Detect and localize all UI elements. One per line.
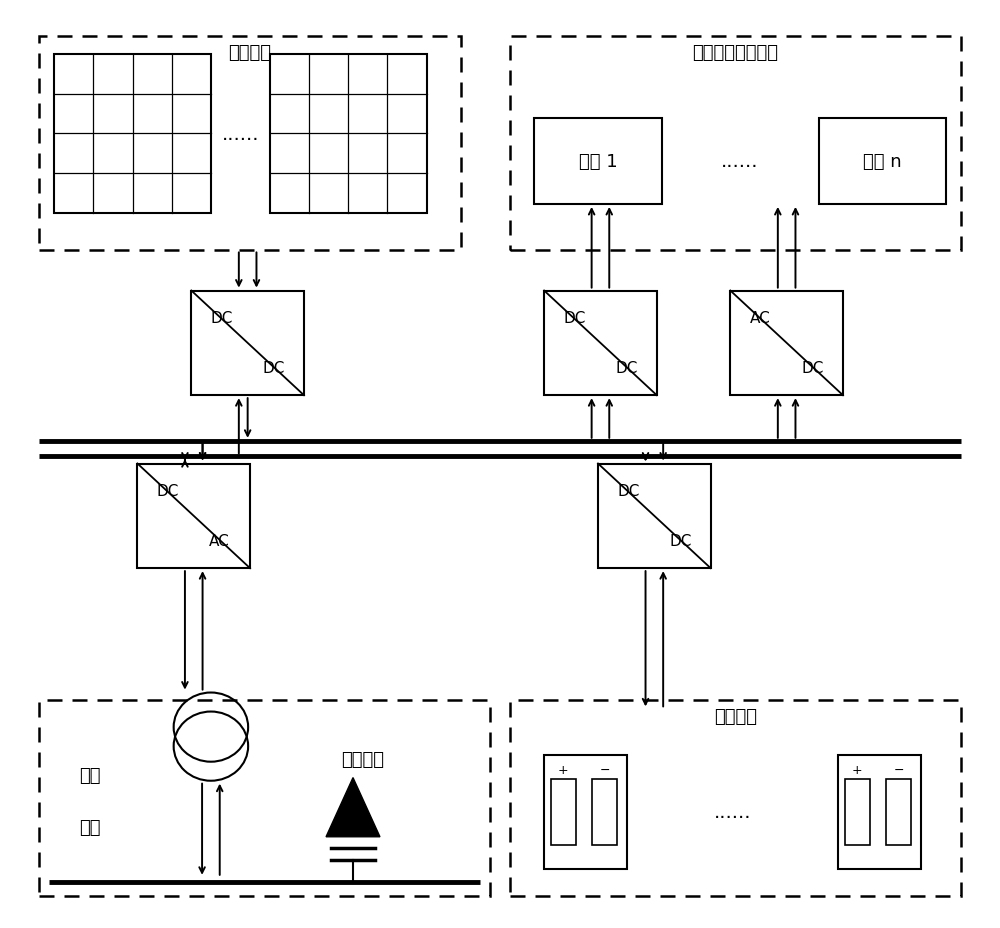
Text: DC: DC <box>801 361 824 376</box>
Text: 光伏发电: 光伏发电 <box>229 44 272 62</box>
Text: 常规负荷: 常规负荷 <box>341 751 384 768</box>
Polygon shape <box>598 464 711 569</box>
Text: +: + <box>852 764 863 777</box>
Text: ......: ...... <box>222 125 259 144</box>
Text: DC: DC <box>211 311 233 326</box>
Text: 并网: 并网 <box>80 818 101 836</box>
Text: DC: DC <box>669 534 691 548</box>
Polygon shape <box>544 755 627 869</box>
Text: DC: DC <box>563 311 586 326</box>
Polygon shape <box>544 291 657 395</box>
Polygon shape <box>326 778 380 837</box>
Text: AC: AC <box>209 534 230 548</box>
Text: DC: DC <box>615 361 638 376</box>
Polygon shape <box>886 779 911 844</box>
Polygon shape <box>845 779 870 844</box>
Text: 电动汽车充电负荷: 电动汽车充电负荷 <box>692 44 778 62</box>
Text: −: − <box>894 764 904 777</box>
Polygon shape <box>54 55 211 213</box>
Text: +: + <box>558 764 569 777</box>
Text: 负荷 n: 负荷 n <box>863 152 902 171</box>
Polygon shape <box>534 119 662 205</box>
Text: 储能系统: 储能系统 <box>714 708 757 726</box>
Text: DC: DC <box>262 361 285 376</box>
Polygon shape <box>551 779 576 844</box>
Text: −: − <box>600 764 610 777</box>
Text: DC: DC <box>617 483 640 498</box>
Polygon shape <box>838 755 921 869</box>
Polygon shape <box>191 291 304 395</box>
Polygon shape <box>818 119 946 205</box>
Polygon shape <box>270 55 427 213</box>
Polygon shape <box>137 464 250 569</box>
Text: 负荷 1: 负荷 1 <box>579 152 617 171</box>
Text: AC: AC <box>750 311 771 326</box>
Text: ......: ...... <box>714 803 752 821</box>
Polygon shape <box>592 779 617 844</box>
Text: 光伏: 光伏 <box>80 766 101 784</box>
Polygon shape <box>730 291 843 395</box>
Text: DC: DC <box>157 483 179 498</box>
Text: ......: ...... <box>721 152 759 171</box>
